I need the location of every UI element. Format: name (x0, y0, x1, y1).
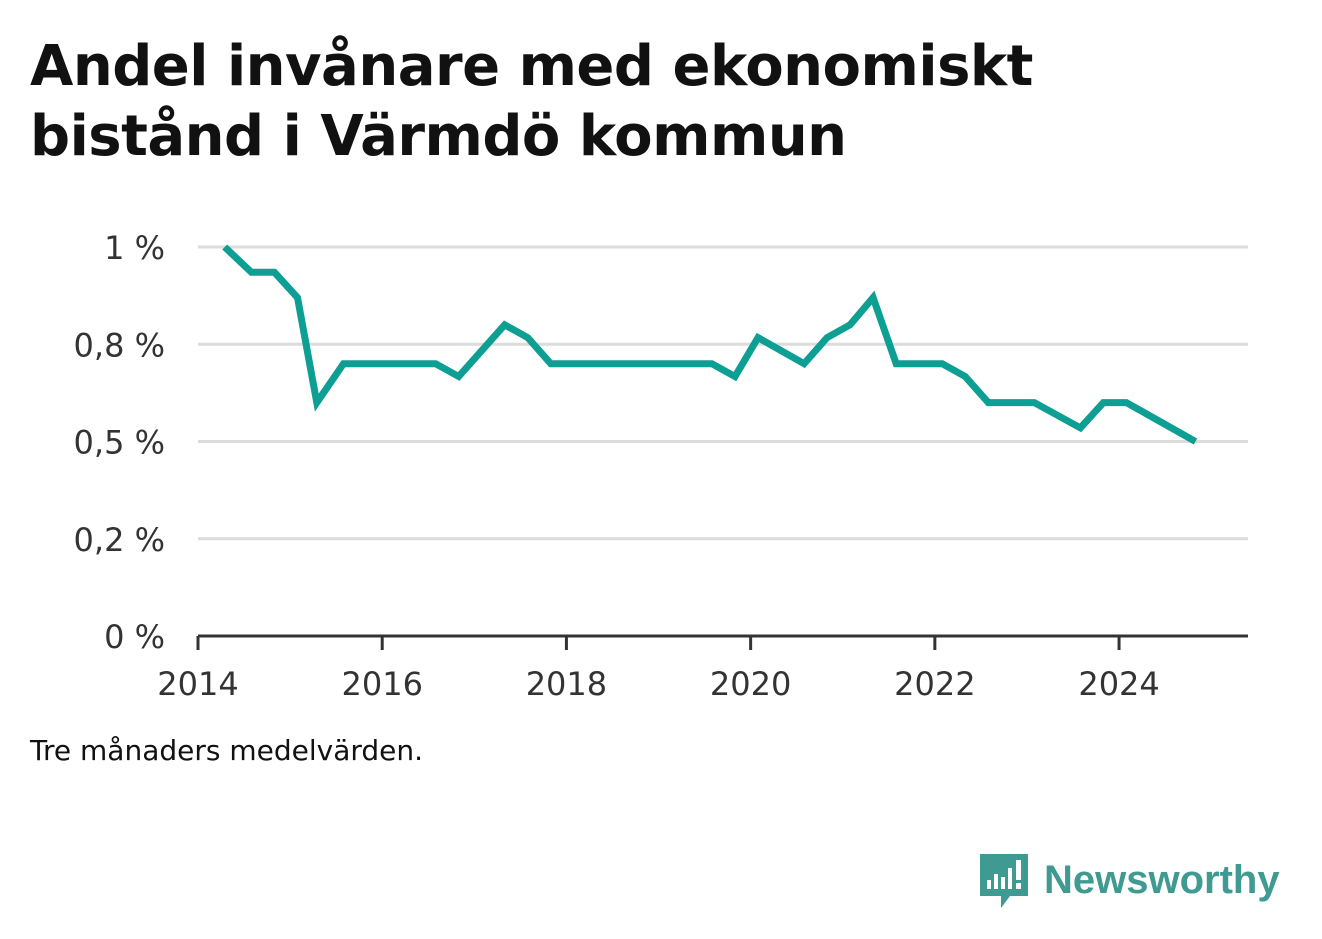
x-tick-label: 2020 (710, 665, 791, 703)
newsworthy-logo: Newsworthy (980, 848, 1280, 912)
y-axis-tick-labels: 0 % 0,2 % 0,5 % 0,8 % 1 % (74, 229, 165, 656)
x-axis: 2014 2016 2018 2020 2022 2024 (157, 634, 1248, 703)
grid-lines (198, 245, 1248, 541)
series-layer (222, 244, 1198, 445)
x-tick-label: 2018 (526, 665, 607, 703)
y-tick-label: 1 % (104, 229, 165, 267)
chart-bubble-icon (980, 854, 1028, 908)
x-tick-label: 2016 (341, 665, 422, 703)
chart-title: Andel invånare med ekonomiskt bistånd i … (30, 34, 1033, 169)
brand-name: Newsworthy (1044, 857, 1280, 902)
x-tick-label: 2014 (157, 665, 238, 703)
x-tick-label: 2024 (1078, 665, 1159, 703)
y-tick-label: 0,8 % (74, 326, 165, 364)
y-tick-label: 0,2 % (74, 521, 165, 559)
x-tick-label: 2022 (894, 665, 975, 703)
chart-note: Tre månaders medelvärden. (30, 734, 424, 767)
y-tick-label: 0 % (104, 618, 165, 656)
y-tick-label: 0,5 % (74, 424, 165, 462)
